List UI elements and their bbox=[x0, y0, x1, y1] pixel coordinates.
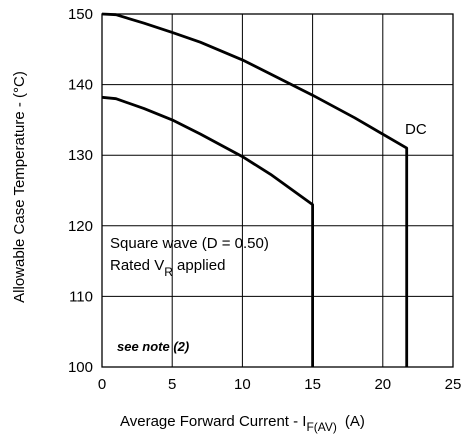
grid-lines bbox=[102, 14, 453, 367]
dc-curve bbox=[101, 12, 409, 367]
x-tick-label: 25 bbox=[445, 376, 462, 393]
x-axis-label-main: Average Forward Current - I bbox=[120, 413, 306, 430]
y-tick-label: 120 bbox=[68, 218, 93, 235]
y-tick-label: 100 bbox=[68, 359, 93, 376]
series-group bbox=[101, 12, 409, 367]
note-label: see note (2) bbox=[117, 339, 189, 354]
dc-label: DC bbox=[405, 121, 427, 138]
x-tick-label: 5 bbox=[168, 376, 176, 393]
plot-frame bbox=[101, 13, 454, 368]
rated-suffix: applied bbox=[173, 257, 226, 274]
rated-prefix: Rated V bbox=[110, 257, 164, 274]
x-axis-label: Average Forward Current - IF(AV) (A) bbox=[120, 413, 365, 434]
square-wave-label: Square wave (D = 0.50) bbox=[110, 235, 269, 252]
x-tick-label: 10 bbox=[234, 376, 251, 393]
x-axis-label-subscript: F(AV) bbox=[306, 420, 336, 434]
rated-vr-label: Rated VR applied bbox=[110, 257, 225, 279]
x-tick-labels: 0 5 10 15 20 25 bbox=[98, 376, 462, 393]
y-tick-labels: 100 110 120 130 140 150 bbox=[68, 6, 93, 376]
y-axis-label: Allowable Case Temperature - (°C) bbox=[11, 71, 28, 303]
x-tick-label: 0 bbox=[98, 376, 106, 393]
square-wave-curve bbox=[101, 95, 315, 367]
y-tick-label: 140 bbox=[68, 77, 93, 94]
x-tick-label: 15 bbox=[304, 376, 321, 393]
y-tick-label: 150 bbox=[68, 6, 93, 23]
y-tick-label: 130 bbox=[68, 147, 93, 164]
y-tick-label: 110 bbox=[69, 288, 93, 305]
rated-subscript: R bbox=[164, 265, 173, 279]
x-axis-label-unit: (A) bbox=[345, 413, 365, 430]
x-tick-label: 20 bbox=[374, 376, 391, 393]
